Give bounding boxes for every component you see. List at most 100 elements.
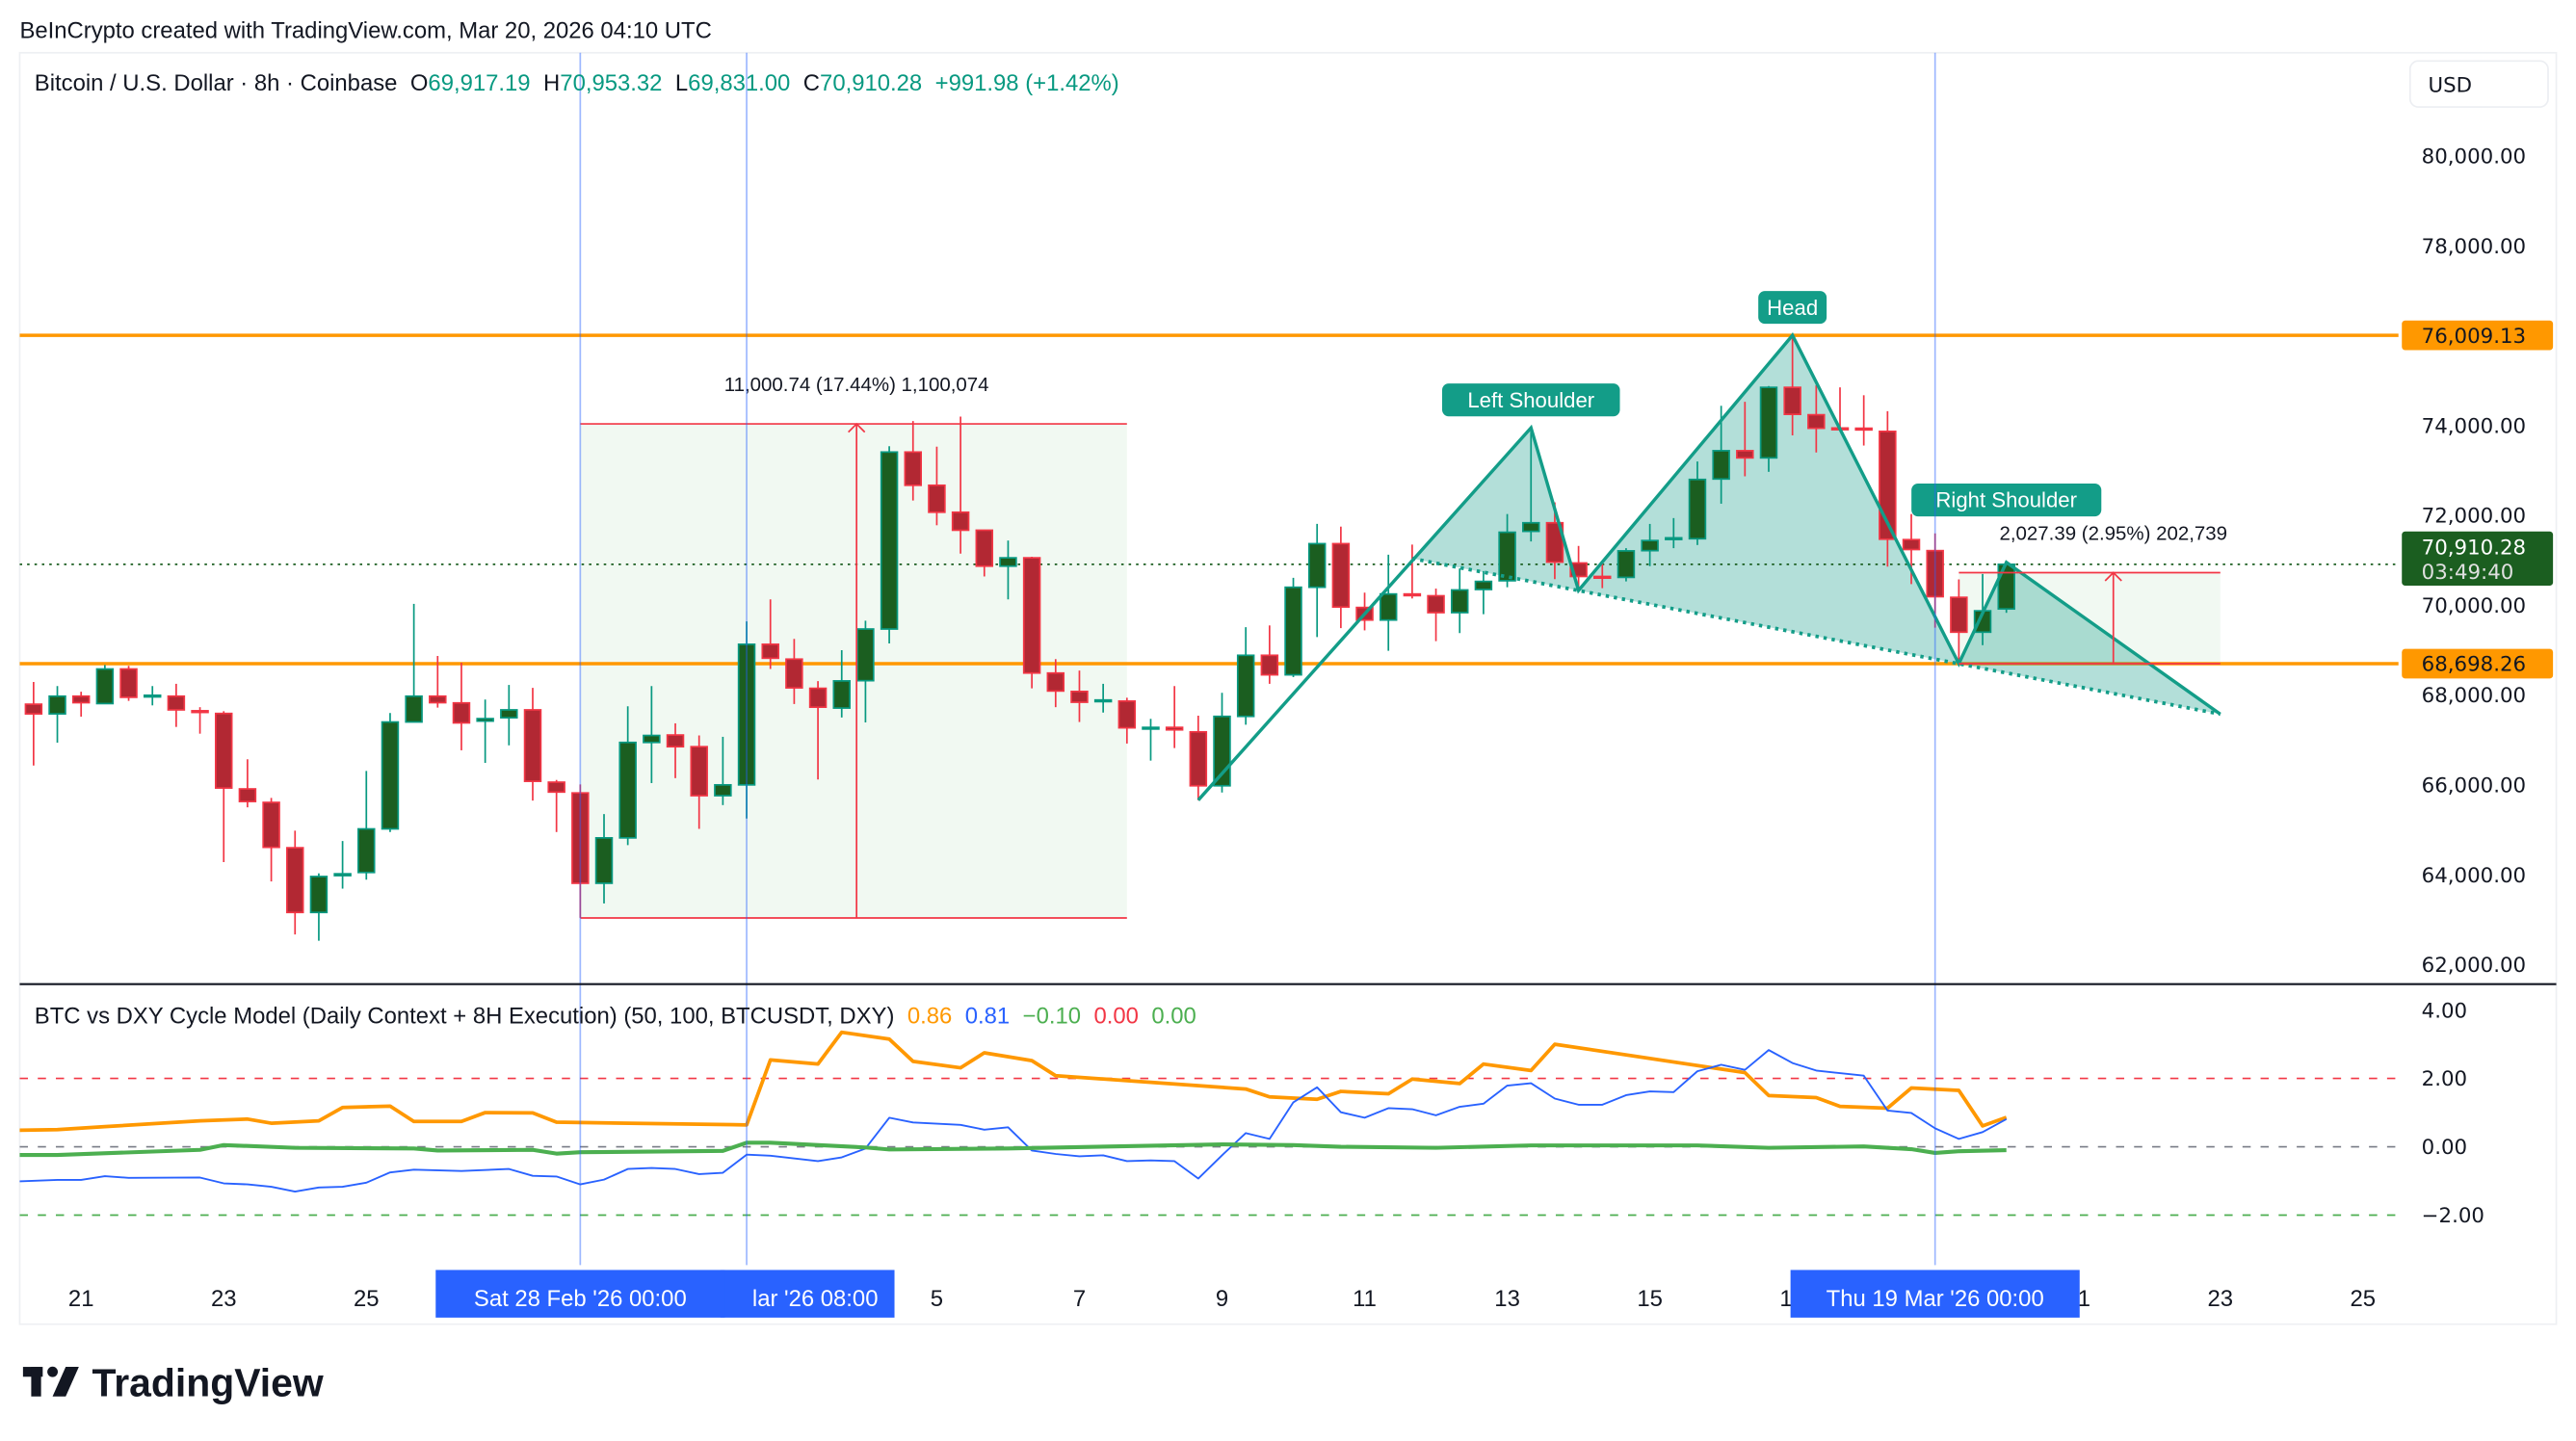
candle-down[interactable] [429,656,447,708]
candle-down[interactable] [1260,625,1279,684]
candle-up[interactable] [309,873,329,941]
candle-down[interactable] [1070,670,1089,722]
candle-down[interactable] [666,722,685,778]
price-range-measure[interactable]: 2,027.39 (2.95%) 202,739 [1958,522,2227,665]
candle-down[interactable] [1854,395,1873,446]
candle-down[interactable] [1331,526,1351,629]
candle-up[interactable] [2,699,18,745]
price-axis[interactable]: 80,000.00 78,000.00 74,000.00 72,000.00 70,0… [2402,145,2554,1228]
candle-down[interactable] [262,798,280,882]
candle-down[interactable] [71,692,91,717]
candle-down[interactable] [1736,402,1754,477]
candle-down[interactable] [24,682,43,766]
candle-down[interactable] [1403,544,1422,599]
candle-up[interactable] [333,841,352,889]
candle-down[interactable] [975,529,994,577]
candle-up[interactable] [714,736,732,805]
candle-up[interactable] [1641,523,1659,566]
candle-down[interactable] [1807,384,1826,453]
candle-body [1117,700,1137,729]
pattern-label[interactable]: Left Shoulder [1441,383,1620,417]
candle-up[interactable] [643,686,661,783]
candle-down[interactable] [452,663,471,750]
candle-down[interactable] [1022,556,1041,689]
candle-up[interactable] [48,686,66,744]
candle-body [856,628,875,682]
candle-down[interactable] [547,779,565,832]
candle-up[interactable] [1997,562,2015,614]
candle-down[interactable] [951,416,970,554]
candle-down[interactable] [1427,589,1445,642]
candle-up[interactable] [1142,719,1160,761]
head-shoulders-line[interactable] [1196,332,2221,801]
indicator-series-line[interactable] [10,1030,2008,1133]
candle-up[interactable] [95,665,115,705]
pattern-label[interactable]: Right Shoulder [1911,484,2102,517]
indicator-value-5: 0.00 [1151,1004,1196,1030]
neckline[interactable] [1411,556,2221,717]
indicator-pane[interactable] [10,1030,2399,1217]
candle-up[interactable] [1759,385,1778,472]
tradingview-logo[interactable]: TradingView [22,1361,324,1405]
candle-down[interactable] [523,688,542,801]
candle-down[interactable] [690,735,708,829]
candle-up[interactable] [1474,570,1493,615]
candle-down[interactable] [1117,697,1137,744]
candle-down[interactable] [571,784,590,918]
candle-down[interactable] [1189,716,1208,800]
candle-up[interactable] [405,603,423,723]
candle-down[interactable] [1165,686,1184,748]
candle-up[interactable] [476,699,494,763]
candle-down[interactable] [1046,659,1065,708]
indicator-series-line[interactable] [10,1049,2008,1192]
candle-up[interactable] [737,621,756,819]
candle-up[interactable] [1688,461,1707,545]
candle-up[interactable] [357,771,376,880]
candle-up[interactable] [381,713,400,832]
candle-up[interactable] [1617,548,1636,582]
candle-up[interactable] [856,620,875,723]
candle-down[interactable] [1926,533,1944,628]
candle-down[interactable] [1545,502,1564,580]
candle-down[interactable] [928,446,946,526]
candle-up[interactable] [1284,577,1302,677]
candle-up[interactable] [143,686,162,706]
candle-up[interactable] [880,446,899,643]
price-pane[interactable]: 11,000.74 (17.44%) 1,100,074 2,027.39 (2.… [2,291,2399,941]
candle-down[interactable] [808,681,828,780]
candle-up[interactable] [1665,517,1683,549]
pattern-label-text: Left Shoulder [1467,388,1594,412]
candle-down[interactable] [238,759,257,808]
indicator-title[interactable]: BTC vs DXY Cycle Model (Daily Context + … [35,1004,895,1030]
candle-down[interactable] [1593,561,1612,589]
candle-down[interactable] [1950,579,1968,661]
candle-down[interactable] [785,639,803,704]
currency-button[interactable]: USD [2408,60,2549,108]
candle-down[interactable] [167,683,186,727]
candle-up[interactable] [1093,683,1113,713]
candle-down[interactable] [191,707,209,734]
candle-up[interactable] [999,540,1017,600]
candle-up[interactable] [1522,428,1540,542]
candle-up[interactable] [1450,568,1469,634]
candle-down[interactable] [761,599,779,669]
time-axis[interactable]: 21232557911131517212325lar '26 08:00Sat … [68,1270,2376,1318]
candle-body [1712,450,1730,481]
pattern-label[interactable]: Head [1758,291,1827,325]
price-range-measure[interactable]: 11,000.74 (17.44%) 1,100,074 [580,374,1127,919]
candle-down[interactable] [214,711,233,863]
candle-up[interactable] [832,649,851,718]
candle-up[interactable] [1498,513,1516,588]
candle-up[interactable] [1236,627,1255,725]
candle-down[interactable] [119,666,138,701]
candle-up[interactable] [1379,554,1398,651]
candle-up[interactable] [500,685,518,746]
candle-up[interactable] [1307,523,1327,638]
indicator-series-line[interactable] [10,1140,2007,1158]
candle-up[interactable] [618,706,637,846]
candle-down[interactable] [286,830,304,935]
candle-down[interactable] [904,421,922,501]
symbol-name[interactable]: Bitcoin / U.S. Dollar · 8h · Coinbase [35,70,398,96]
candle-up[interactable] [594,814,614,904]
candle-down[interactable] [1783,335,1801,436]
